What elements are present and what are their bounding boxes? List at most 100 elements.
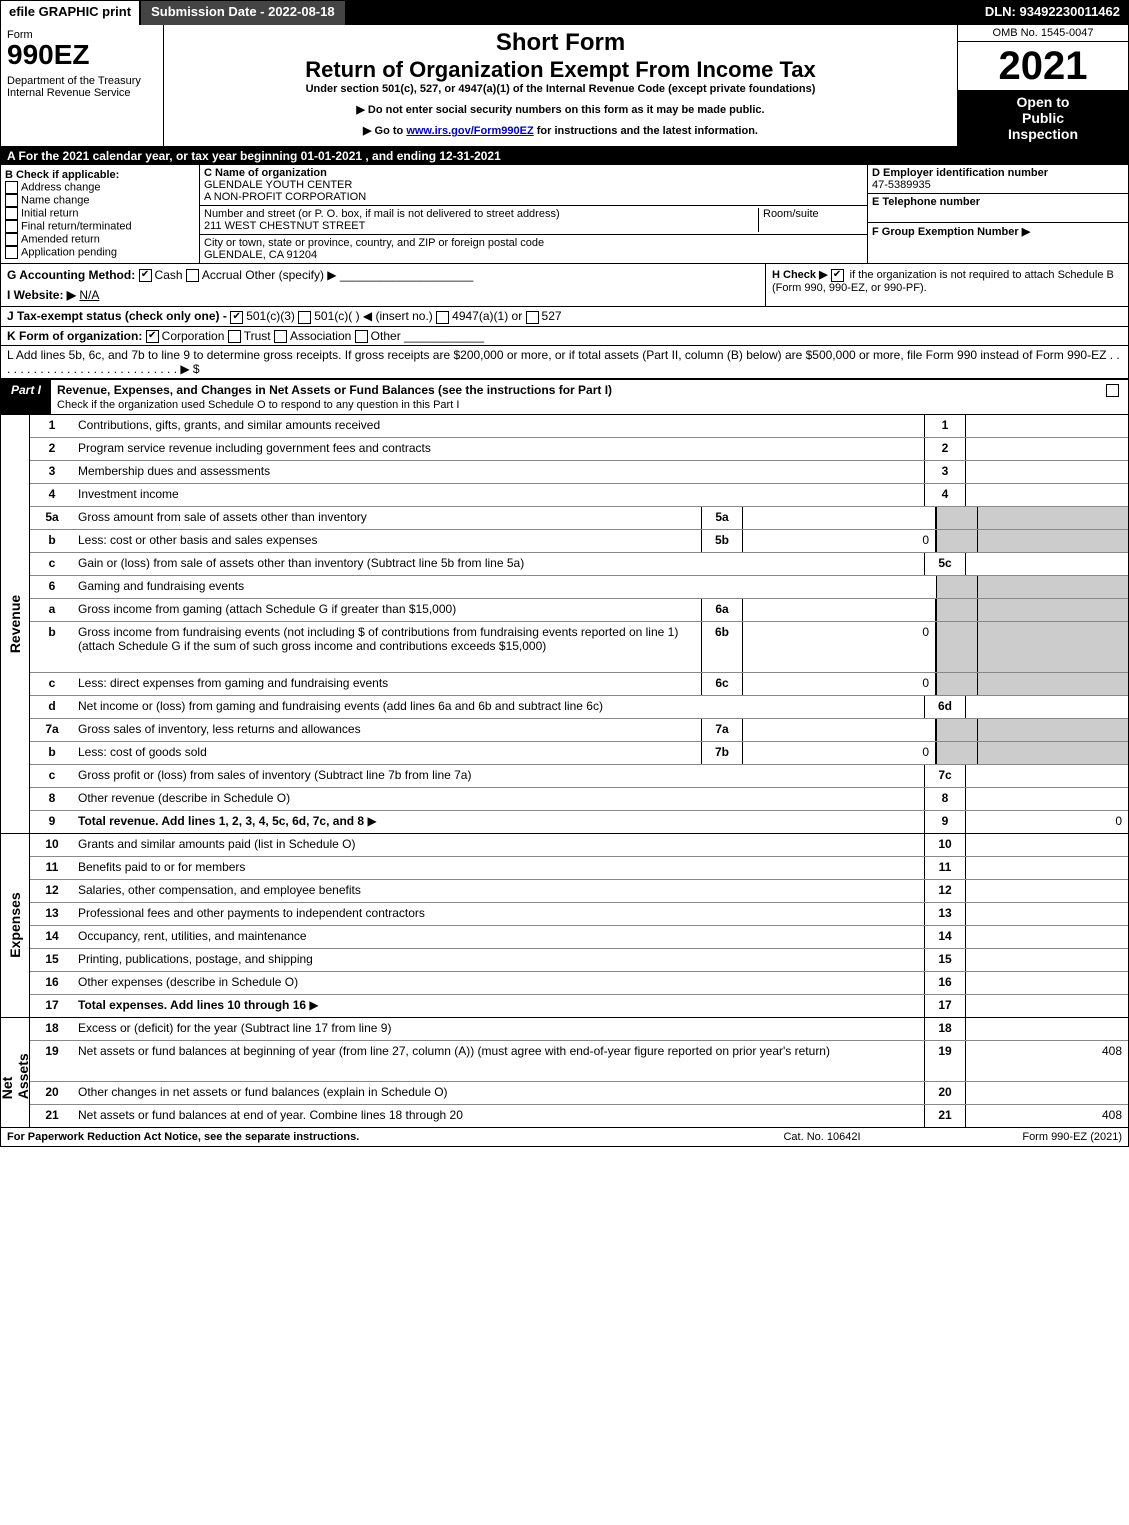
chk-initial-return[interactable]: Initial return	[5, 207, 195, 220]
row-6b: bGross income from fundraising events (n…	[30, 622, 1128, 673]
row-18: 18Excess or (deficit) for the year (Subt…	[30, 1018, 1128, 1041]
row-9: 9Total revenue. Add lines 1, 2, 3, 4, 5c…	[30, 811, 1128, 833]
g-accounting: G Accounting Method: Cash Accrual Other …	[1, 264, 765, 306]
row-8: 8Other revenue (describe in Schedule O)8	[30, 788, 1128, 811]
row-7b: bLess: cost of goods sold7b0	[30, 742, 1128, 765]
row-6: 6Gaming and fundraising events	[30, 576, 1128, 599]
chk-name-change[interactable]: Name change	[5, 194, 195, 207]
website-value: N/A	[79, 288, 99, 302]
c-name-block: C Name of organization GLENDALE YOUTH CE…	[200, 165, 867, 206]
goto-link-line: ▶ Go to www.irs.gov/Form990EZ for instru…	[170, 124, 951, 137]
chk-amended-return[interactable]: Amended return	[5, 233, 195, 246]
row-16: 16Other expenses (describe in Schedule O…	[30, 972, 1128, 995]
form-footer-id: Form 990-EZ (2021)	[922, 1131, 1122, 1143]
title-center: Short Form Return of Organization Exempt…	[164, 25, 957, 146]
ein-value: 47-5389935	[872, 179, 931, 191]
form-id-box: Form 990EZ Department of the Treasury In…	[1, 25, 164, 146]
row-20: 20Other changes in net assets or fund ba…	[30, 1082, 1128, 1105]
chk-4947[interactable]	[436, 311, 449, 324]
section-def-col: D Employer identification number 47-5389…	[868, 165, 1128, 263]
row-5c: cGain or (loss) from sale of assets othe…	[30, 553, 1128, 576]
part-1-title: Revenue, Expenses, and Changes in Net As…	[51, 380, 1100, 414]
row-2: 2Program service revenue including gover…	[30, 438, 1128, 461]
part-1-checkbox[interactable]	[1100, 380, 1128, 414]
chk-accrual[interactable]	[186, 269, 199, 282]
chk-corporation[interactable]	[146, 330, 159, 343]
cat-no: Cat. No. 10642I	[722, 1131, 922, 1143]
expenses-section: Expenses 10Grants and similar amounts pa…	[1, 834, 1128, 1018]
tax-year: 2021	[958, 42, 1128, 90]
chk-schedule-b[interactable]	[831, 269, 844, 282]
row-14: 14Occupancy, rent, utilities, and mainte…	[30, 926, 1128, 949]
chk-501c3[interactable]	[230, 311, 243, 324]
chk-cash[interactable]	[139, 269, 152, 282]
chk-527[interactable]	[526, 311, 539, 324]
form-number: 990EZ	[7, 41, 157, 69]
topbar-spacer	[347, 1, 977, 25]
street-address: 211 WEST CHESTNUT STREET	[204, 220, 365, 232]
title-right: OMB No. 1545-0047 2021 Open to Public In…	[957, 25, 1128, 146]
omb-number: OMB No. 1545-0047	[958, 25, 1128, 42]
row-10: 10Grants and similar amounts paid (list …	[30, 834, 1128, 857]
row-1: 1Contributions, gifts, grants, and simil…	[30, 415, 1128, 438]
revenue-side-label: Revenue	[1, 415, 30, 833]
open-to-public: Open to Public Inspection	[958, 90, 1128, 146]
row-7a: 7aGross sales of inventory, less returns…	[30, 719, 1128, 742]
d-ein-block: D Employer identification number 47-5389…	[868, 165, 1128, 194]
paperwork-notice: For Paperwork Reduction Act Notice, see …	[7, 1131, 722, 1143]
revenue-section: Revenue 1Contributions, gifts, grants, a…	[1, 415, 1128, 834]
top-bar: efile GRAPHIC print Submission Date - 20…	[1, 1, 1128, 25]
return-title: Return of Organization Exempt From Incom…	[170, 57, 951, 83]
row-6a: aGross income from gaming (attach Schedu…	[30, 599, 1128, 622]
row-13: 13Professional fees and other payments t…	[30, 903, 1128, 926]
row-7c: cGross profit or (loss) from sales of in…	[30, 765, 1128, 788]
row-3: 3Membership dues and assessments3	[30, 461, 1128, 484]
c-city-block: City or town, state or province, country…	[200, 235, 867, 263]
expenses-side-label: Expenses	[1, 834, 30, 1017]
section-l: L Add lines 5b, 6c, and 7b to line 9 to …	[1, 346, 1128, 379]
row-5b: bLess: cost or other basis and sales exp…	[30, 530, 1128, 553]
section-a-band: A For the 2021 calendar year, or tax yea…	[1, 147, 1128, 165]
city-state-zip: GLENDALE, CA 91204	[204, 249, 317, 261]
row-6d: dNet income or (loss) from gaming and fu…	[30, 696, 1128, 719]
row-5a: 5aGross amount from sale of assets other…	[30, 507, 1128, 530]
title-block: Form 990EZ Department of the Treasury In…	[1, 25, 1128, 147]
row-21: 21Net assets or fund balances at end of …	[30, 1105, 1128, 1127]
row-17: 17Total expenses. Add lines 10 through 1…	[30, 995, 1128, 1017]
short-form-title: Short Form	[170, 29, 951, 57]
net-assets-section: Net Assets 18Excess or (deficit) for the…	[1, 1018, 1128, 1127]
header-grid: B Check if applicable: Address change Na…	[1, 165, 1128, 264]
dln-label: DLN: 93492230011462	[977, 1, 1128, 25]
h-check: H Check ▶ if the organization is not req…	[765, 264, 1128, 306]
dept-treasury: Department of the Treasury Internal Reve…	[7, 75, 157, 99]
chk-other-org[interactable]	[355, 330, 368, 343]
chk-association[interactable]	[274, 330, 287, 343]
row-15: 15Printing, publications, postage, and s…	[30, 949, 1128, 972]
c-addr-block: Number and street (or P. O. box, if mail…	[200, 206, 867, 235]
section-c-col: C Name of organization GLENDALE YOUTH CE…	[200, 165, 868, 263]
efile-print-button[interactable]: efile GRAPHIC print	[1, 1, 141, 25]
org-name-1: GLENDALE YOUTH CENTER	[204, 179, 352, 191]
row-6c: cLess: direct expenses from gaming and f…	[30, 673, 1128, 696]
chk-address-change[interactable]: Address change	[5, 181, 195, 194]
b-label: B Check if applicable:	[5, 169, 195, 181]
chk-application-pending[interactable]: Application pending	[5, 246, 195, 259]
under-section-text: Under section 501(c), 527, or 4947(a)(1)…	[170, 83, 951, 95]
section-j: J Tax-exempt status (check only one) - 5…	[1, 307, 1128, 326]
section-k: K Form of organization: Corporation Trus…	[1, 327, 1128, 346]
ssn-warning: ▶ Do not enter social security numbers o…	[170, 103, 951, 116]
section-g-h: G Accounting Method: Cash Accrual Other …	[1, 264, 1128, 307]
i-website-label: I Website: ▶	[7, 288, 76, 302]
chk-final-return[interactable]: Final return/terminated	[5, 220, 195, 233]
chk-trust[interactable]	[228, 330, 241, 343]
section-b-col: B Check if applicable: Address change Na…	[1, 165, 200, 263]
part-1-header: Part I Revenue, Expenses, and Changes in…	[1, 379, 1128, 415]
row-12: 12Salaries, other compensation, and empl…	[30, 880, 1128, 903]
form-990ez-page: efile GRAPHIC print Submission Date - 20…	[0, 0, 1129, 1147]
row-4: 4Investment income4	[30, 484, 1128, 507]
irs-link[interactable]: www.irs.gov/Form990EZ	[406, 125, 533, 137]
net-assets-side-label: Net Assets	[1, 1018, 30, 1127]
e-phone-block: E Telephone number	[868, 194, 1128, 223]
page-footer: For Paperwork Reduction Act Notice, see …	[1, 1127, 1128, 1146]
chk-501c[interactable]	[298, 311, 311, 324]
